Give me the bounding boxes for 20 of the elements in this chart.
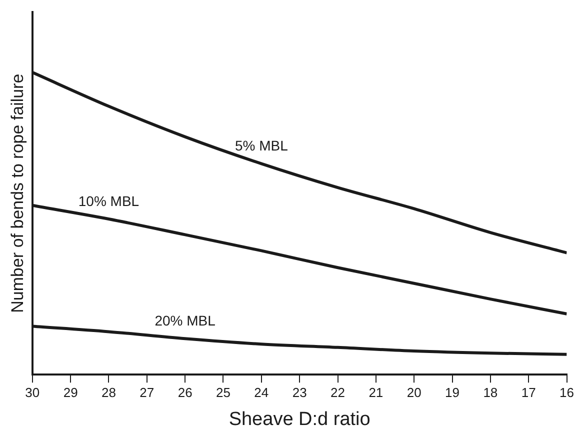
x-tick-label: 20	[406, 384, 422, 400]
x-tick-label: 24	[254, 384, 269, 400]
x-tick-label: 28	[102, 384, 116, 400]
x-tick-label: 19	[445, 384, 460, 400]
x-tick-label: 17	[521, 384, 536, 400]
x-tick-label: 23	[292, 384, 307, 400]
x-tick-label: 29	[63, 384, 78, 400]
x-tick-label: 25	[216, 384, 230, 400]
x-tick-label: 30	[25, 384, 40, 400]
series-label: 5% MBL	[234, 138, 288, 154]
x-tick-label: 27	[140, 384, 154, 400]
series-label: 20% MBL	[154, 312, 216, 328]
x-axis-title: Sheave D:d ratio	[228, 408, 370, 430]
x-tick-label: 18	[483, 384, 498, 400]
x-tick-label: 21	[368, 384, 384, 400]
series-label: 10% MBL	[78, 192, 140, 209]
x-tick-label: 22	[330, 384, 345, 400]
x-tick-label: 16	[560, 384, 574, 400]
x-tick-label: 26	[178, 384, 192, 400]
y-axis-title: Number of bends to rope failure	[8, 74, 27, 313]
